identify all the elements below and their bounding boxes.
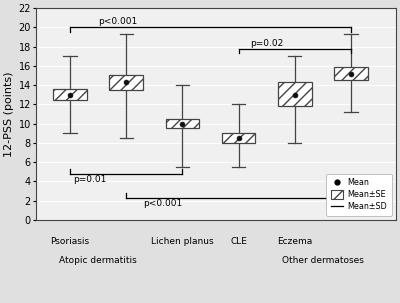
Text: p<0.001: p<0.001 — [143, 199, 182, 208]
Bar — [166, 119, 199, 128]
Bar — [222, 133, 256, 143]
Text: p<0.001: p<0.001 — [98, 18, 138, 26]
Text: p=0.01: p=0.01 — [73, 175, 106, 184]
Y-axis label: 12-PSS (points): 12-PSS (points) — [4, 71, 14, 157]
Text: CLE: CLE — [230, 237, 247, 246]
Text: p=0.02: p=0.02 — [250, 38, 283, 48]
Bar — [334, 67, 368, 80]
Text: Atopic dermatitis: Atopic dermatitis — [59, 256, 137, 265]
Bar — [110, 75, 143, 90]
Text: Lichen planus: Lichen planus — [151, 237, 214, 246]
Text: Eczema: Eczema — [277, 237, 312, 246]
Bar — [53, 89, 87, 100]
Legend: Mean, Mean±SE, Mean±SD: Mean, Mean±SE, Mean±SD — [326, 174, 392, 216]
Bar — [278, 82, 312, 106]
Text: Psoriasis: Psoriasis — [50, 237, 90, 246]
Text: Other dermatoses: Other dermatoses — [282, 256, 364, 265]
